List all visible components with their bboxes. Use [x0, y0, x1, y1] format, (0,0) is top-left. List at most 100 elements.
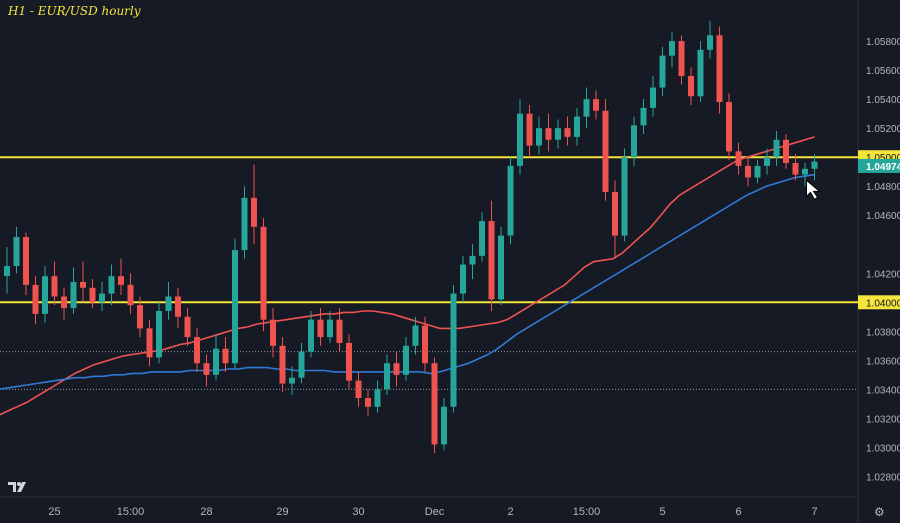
candle-body[interactable] [99, 293, 105, 303]
candle-body[interactable] [450, 293, 457, 407]
candle-body[interactable] [403, 345, 409, 375]
y-tick-label: 1.05200 [866, 124, 900, 135]
y-tick-label: 1.03400 [866, 385, 900, 396]
y-tick-label: 1.04600 [866, 211, 900, 222]
candle-body[interactable] [51, 276, 58, 297]
candle-body[interactable] [612, 192, 618, 236]
candle-body[interactable] [650, 87, 656, 108]
candle-body[interactable] [517, 113, 523, 166]
candle-body[interactable] [669, 41, 675, 56]
candle-body[interactable] [764, 157, 770, 166]
x-tick-label: 25 [48, 506, 60, 518]
candle-body[interactable] [498, 235, 504, 300]
candle-body[interactable] [346, 342, 352, 381]
candle-body[interactable] [393, 363, 400, 375]
y-tick-label: 1.05600 [866, 66, 900, 77]
candle-body[interactable] [602, 110, 609, 193]
candle-body[interactable] [526, 113, 533, 146]
candle-body[interactable] [355, 380, 362, 399]
candle-body[interactable] [574, 116, 580, 137]
candle-body[interactable] [735, 151, 742, 166]
candle-body[interactable] [194, 337, 200, 364]
candle-body[interactable] [631, 125, 637, 158]
candle-body[interactable] [108, 276, 115, 294]
candle-body[interactable] [70, 281, 77, 309]
candle-body[interactable] [317, 319, 324, 338]
candle-body[interactable] [802, 168, 808, 175]
candle-body[interactable] [156, 310, 162, 358]
candle-body[interactable] [184, 316, 191, 338]
candle-body[interactable] [203, 363, 210, 375]
y-tick-label: 1.04200 [866, 269, 900, 280]
candle-body[interactable] [279, 345, 286, 384]
candle-body[interactable] [251, 197, 257, 227]
candle-body[interactable] [621, 157, 628, 236]
candle-body[interactable] [127, 284, 134, 306]
candle-body[interactable] [327, 319, 333, 338]
x-tick-label: 30 [352, 506, 364, 518]
candle-body[interactable] [222, 348, 229, 364]
candle-body[interactable] [289, 377, 295, 384]
candle-body[interactable] [783, 139, 789, 163]
settings-gear-icon[interactable]: ⚙ [874, 505, 885, 519]
candle-body[interactable] [460, 264, 466, 294]
candle-body[interactable] [146, 328, 153, 358]
candle-body[interactable] [488, 221, 495, 300]
candle-body[interactable] [336, 319, 343, 343]
candle-body[interactable] [745, 165, 751, 178]
candle-body[interactable] [89, 287, 96, 303]
candle-body[interactable] [175, 296, 181, 317]
candle-body[interactable] [431, 363, 438, 445]
candle-body[interactable] [688, 75, 694, 97]
candle-body[interactable] [441, 406, 447, 445]
candle-body[interactable] [697, 49, 704, 97]
candle-body[interactable] [4, 266, 10, 277]
chart-title: H1 - EUR/USD hourly [8, 4, 141, 18]
candle-body[interactable] [716, 35, 723, 103]
candle-body[interactable] [80, 281, 86, 288]
candle-body[interactable] [422, 325, 428, 364]
candle-body[interactable] [213, 348, 219, 375]
candle-body[interactable] [593, 99, 599, 111]
candle-body[interactable] [241, 197, 248, 251]
candle-body[interactable] [42, 276, 48, 314]
candle-body[interactable] [678, 41, 685, 76]
candle-body[interactable] [365, 398, 371, 407]
candle-body[interactable] [564, 128, 571, 137]
candle-body[interactable] [308, 319, 314, 352]
y-tick-label: 1.03200 [866, 414, 900, 425]
candle-body[interactable] [707, 35, 713, 50]
last-price-tag [858, 158, 900, 173]
candle-body[interactable] [298, 351, 305, 378]
candle-body[interactable] [545, 128, 552, 140]
candle-body[interactable] [232, 250, 238, 364]
candle-body[interactable] [260, 226, 267, 320]
level-price-label: 1.04000 [866, 298, 900, 309]
candle-body[interactable] [469, 255, 476, 265]
candle-body[interactable] [659, 55, 666, 88]
candle-body[interactable] [137, 305, 143, 329]
candle-body[interactable] [583, 99, 590, 117]
candle-body[interactable] [412, 325, 419, 346]
candle-body[interactable] [773, 139, 780, 158]
candle-body[interactable] [479, 221, 485, 256]
candle-body[interactable] [374, 389, 381, 407]
candle-body[interactable] [165, 296, 172, 311]
candle-body[interactable] [270, 319, 276, 346]
candle-body[interactable] [792, 162, 799, 175]
candle-body[interactable] [384, 363, 390, 390]
candle-body[interactable] [536, 128, 542, 146]
candle-body[interactable] [13, 236, 20, 267]
candle-body[interactable] [811, 161, 818, 169]
candle-body[interactable] [754, 165, 761, 178]
candle-body[interactable] [640, 107, 647, 126]
candle-body[interactable] [118, 276, 124, 285]
candle-body[interactable] [726, 102, 732, 152]
candle-body[interactable] [32, 284, 39, 314]
candle-body[interactable] [23, 236, 29, 285]
candle-body[interactable] [507, 165, 514, 236]
candle-body[interactable] [61, 296, 67, 309]
candle-body[interactable] [555, 128, 561, 140]
x-tick-label: 29 [276, 506, 288, 518]
